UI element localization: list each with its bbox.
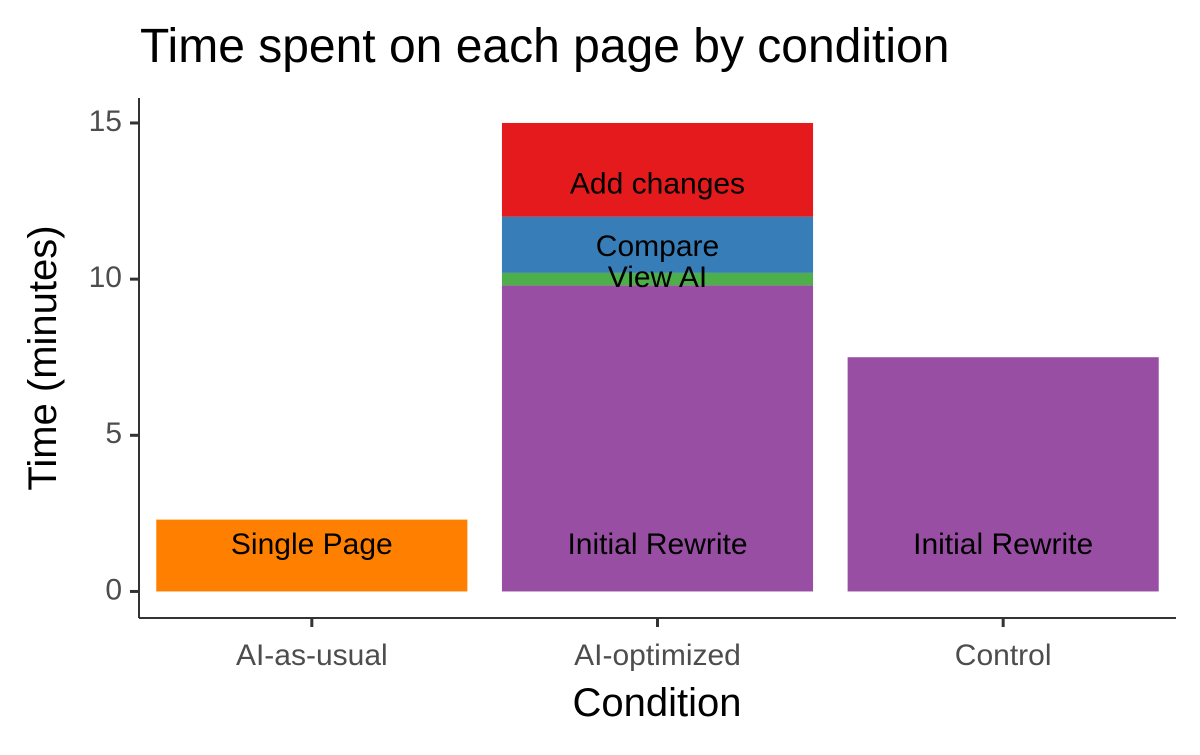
bar-ai-as-usual-single-page	[156, 519, 468, 592]
plot-area: Single Page Initial Rewrite View AICompare…	[156, 122, 1159, 592]
y-axis: 0 5 10 15	[89, 105, 139, 606]
x-axis: AI-as-usual AI-optimized Control	[236, 618, 1052, 672]
y-tick-label: 10	[89, 261, 122, 294]
x-tick-label-ai-optimized: AI-optimized	[574, 639, 741, 672]
y-tick-label: 5	[105, 417, 122, 450]
bar-ai-optimized-initial-rewrite	[501, 285, 814, 592]
bar-ai-optimized-view-ai	[501, 272, 814, 286]
bar-label-ai-optimized-initial-rewrite: Initial Rewrite	[567, 528, 747, 561]
bar-label-ai-as-usual-single-page: Single Page	[231, 528, 393, 561]
bar-ai-optimized-add-changes	[501, 122, 814, 217]
bar-control-initial-rewrite	[847, 357, 1159, 592]
x-axis-title: Condition	[572, 681, 741, 725]
bar-label-ai-optimized-compare: Compare	[596, 230, 719, 263]
y-tick-label: 15	[89, 105, 122, 138]
bar-labels: Single Page Initial Rewrite View AICompare…	[231, 167, 1093, 561]
y-axis-title: Time (minutes)	[21, 225, 65, 490]
x-tick-label-control: Control	[955, 639, 1052, 672]
bar-label-control-initial-rewrite: Initial Rewrite	[913, 528, 1093, 561]
bar-label-ai-optimized-add-changes: Add changes	[570, 167, 745, 200]
chart-title: Time spent on each page by condition	[140, 20, 949, 73]
bar-ai-optimized-compare	[501, 216, 814, 273]
x-tick-label-ai-as-usual: AI-as-usual	[236, 639, 388, 672]
bar-label-ai-optimized-view-ai: View AI	[608, 261, 708, 294]
y-tick-label: 0	[105, 573, 122, 606]
